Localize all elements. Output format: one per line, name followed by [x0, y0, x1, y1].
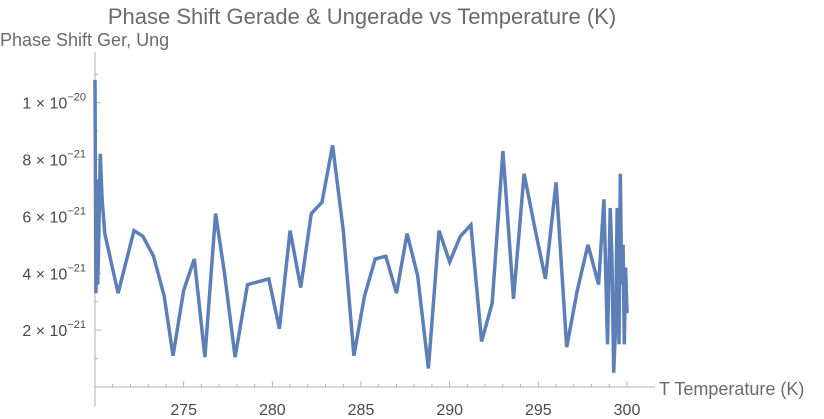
x-tick-label: 295 — [525, 402, 552, 419]
axes — [94, 52, 655, 407]
x-tick-label: 285 — [348, 402, 375, 419]
y-tick-label: 6 × 10−21 — [22, 205, 86, 226]
x-ticks: 275 280 285 290 295 300 — [94, 381, 641, 419]
x-tick-label: 275 — [170, 402, 197, 419]
y-tick-label: 4 × 10−21 — [22, 262, 86, 283]
y-tick-label: 8 × 10−21 — [22, 149, 86, 170]
y-tick-label: 1 × 10−20 — [22, 92, 86, 113]
x-tick-label: 290 — [436, 402, 463, 419]
series-line — [93, 79, 629, 373]
x-tick-label: 280 — [259, 402, 286, 419]
y-ticks: 2 × 10−21 4 × 10−21 6 × 10−21 8 × 10−21 1 × … — [22, 73, 101, 360]
series-group — [93, 79, 629, 373]
y-tick-label: 2 × 10−21 — [22, 319, 86, 340]
x-axis-label: T Temperature (K) — [659, 379, 804, 399]
x-tick-label: 300 — [614, 402, 641, 419]
y-axis-label: Phase Shift Ger, Ung — [0, 30, 169, 50]
chart-title: Phase Shift Gerade & Ungerade vs Tempera… — [108, 4, 616, 29]
